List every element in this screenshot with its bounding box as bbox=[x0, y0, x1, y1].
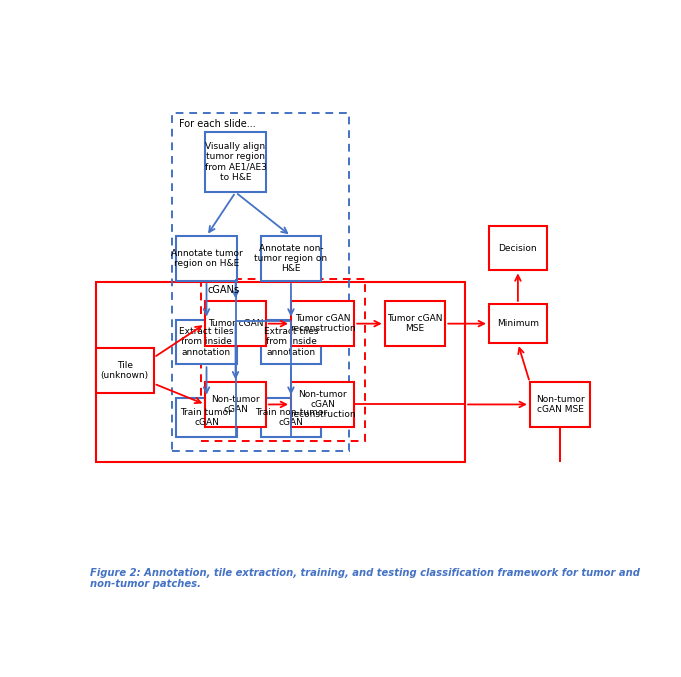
Text: Figure 2: Annotation, tile extraction, training, and testing classification fram: Figure 2: Annotation, tile extraction, t… bbox=[91, 568, 640, 590]
Bar bbox=[385, 301, 445, 346]
Bar bbox=[176, 398, 237, 437]
Text: Minimum: Minimum bbox=[497, 319, 539, 328]
Text: Non-tumor
cGAN
reconstruction: Non-tumor cGAN reconstruction bbox=[290, 389, 355, 419]
Bar bbox=[176, 236, 237, 281]
Text: Non-tumor
cGAN MSE: Non-tumor cGAN MSE bbox=[536, 395, 584, 414]
Bar bbox=[261, 398, 321, 437]
Text: Extract tiles
from inside
annotation: Extract tiles from inside annotation bbox=[264, 327, 318, 357]
Text: Non-tumor
cGAN: Non-tumor cGAN bbox=[211, 395, 260, 414]
Bar bbox=[261, 236, 321, 281]
Text: Visually align
tumor region
from AE1/AE3
to H&E: Visually align tumor region from AE1/AE3… bbox=[204, 142, 266, 182]
Bar bbox=[95, 349, 154, 393]
Bar bbox=[205, 132, 266, 192]
Bar bbox=[291, 301, 354, 346]
Text: Train non-tumor
cGAN: Train non-tumor cGAN bbox=[255, 408, 327, 427]
Text: For each slide...: For each slide... bbox=[178, 118, 255, 129]
Bar bbox=[489, 226, 547, 270]
Text: Extract tiles
from inside
annotation: Extract tiles from inside annotation bbox=[179, 327, 234, 357]
Text: cGANs: cGANs bbox=[208, 284, 240, 294]
Text: Tumor cGAN
MSE: Tumor cGAN MSE bbox=[387, 314, 443, 333]
Bar bbox=[202, 280, 365, 441]
Text: Tumor cGAN: Tumor cGAN bbox=[208, 319, 264, 328]
Bar bbox=[530, 383, 590, 427]
Bar bbox=[291, 383, 354, 427]
Bar bbox=[261, 320, 321, 364]
Text: Tumor cGAN
reconstruction: Tumor cGAN reconstruction bbox=[290, 314, 355, 333]
Bar bbox=[489, 304, 547, 343]
Text: Decision: Decision bbox=[498, 244, 537, 253]
Bar bbox=[205, 383, 266, 427]
Text: Train tumor
cGAN: Train tumor cGAN bbox=[180, 408, 232, 427]
Text: Tile
(unknown): Tile (unknown) bbox=[101, 361, 148, 380]
Bar bbox=[205, 301, 266, 346]
Bar bbox=[176, 320, 237, 364]
Text: Annotate non-
tumor region on
H&E: Annotate non- tumor region on H&E bbox=[255, 244, 328, 274]
Bar bbox=[172, 112, 349, 452]
Text: Annotate tumor
region on H&E: Annotate tumor region on H&E bbox=[171, 248, 242, 268]
Bar bbox=[95, 282, 465, 462]
